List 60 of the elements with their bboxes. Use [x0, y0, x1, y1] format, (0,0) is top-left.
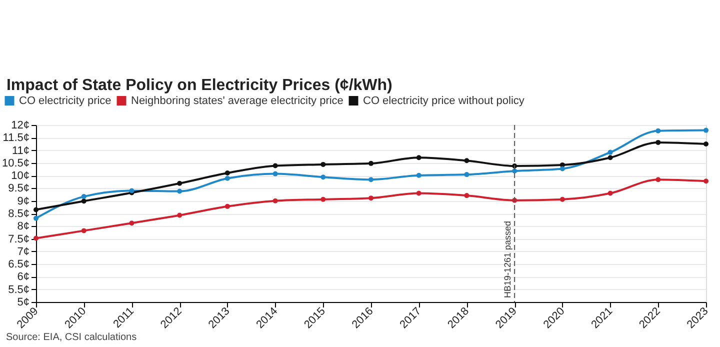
- chart-title: Impact of State Policy on Electricity Prices (¢/kWh): [6, 77, 392, 94]
- point: [129, 220, 134, 226]
- point: [464, 172, 470, 178]
- point: [177, 188, 182, 194]
- point: [704, 178, 708, 184]
- point: [272, 198, 278, 204]
- y-tick-label: 12¢: [11, 120, 30, 132]
- y-tick-label: 9¢: [17, 195, 30, 208]
- point: [560, 166, 565, 172]
- point: [272, 171, 278, 176]
- point: [320, 196, 326, 202]
- point: [34, 207, 38, 212]
- point: [34, 216, 38, 221]
- point: [416, 172, 422, 178]
- y-tick-label: 8¢: [17, 220, 30, 233]
- y-tick-label: 6.5¢: [8, 258, 30, 271]
- point: [560, 196, 565, 202]
- point: [177, 180, 182, 186]
- point: [656, 128, 661, 134]
- y-tick-label: 5.5¢: [8, 284, 30, 296]
- source-note: Source: EIA, CSI calculations: [6, 332, 137, 343]
- point: [320, 174, 326, 180]
- point: [34, 236, 38, 241]
- y-tick-label: 6¢: [17, 271, 30, 284]
- point: [368, 160, 374, 166]
- y-tick-label: 5¢: [17, 296, 30, 308]
- y-tick-label: 11.5¢: [2, 132, 30, 144]
- point: [656, 177, 661, 182]
- point: [177, 212, 182, 218]
- y-tick-label: 7¢: [17, 246, 30, 258]
- point: [608, 190, 613, 196]
- point: [416, 155, 422, 160]
- y-tick-label: 11¢: [12, 144, 30, 157]
- point: [81, 194, 86, 200]
- point: [704, 128, 708, 133]
- point: [320, 162, 326, 167]
- point: [704, 141, 708, 146]
- point: [81, 228, 86, 234]
- point: [464, 158, 470, 164]
- point: [464, 193, 470, 198]
- point: [608, 155, 613, 160]
- point: [368, 196, 374, 201]
- point: [416, 190, 422, 196]
- point: [224, 204, 230, 209]
- legend-label: CO electricity price without policy: [363, 94, 525, 107]
- point: [81, 198, 86, 204]
- point: [224, 170, 230, 176]
- y-tick-label: 7.5¢: [8, 233, 30, 246]
- legend-label: Neighboring states' average electricity price: [131, 94, 344, 107]
- point: [608, 150, 613, 155]
- y-tick-label: 10¢: [11, 170, 30, 182]
- point: [368, 177, 374, 182]
- ref-line-label: HB19-1261 passed: [502, 220, 513, 298]
- y-tick-label: 10.5¢: [2, 157, 30, 170]
- point: [272, 163, 278, 168]
- y-tick-label: 8.5¢: [8, 208, 30, 220]
- legend-label: CO electricity price: [19, 94, 112, 107]
- y-tick-label: 9.5¢: [8, 182, 30, 195]
- point: [656, 140, 661, 145]
- point: [224, 176, 230, 181]
